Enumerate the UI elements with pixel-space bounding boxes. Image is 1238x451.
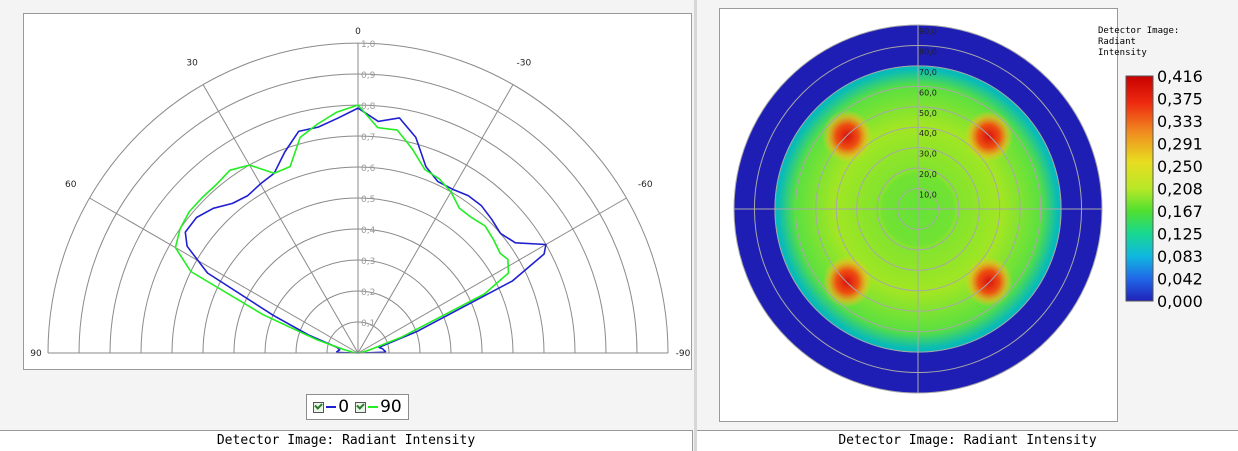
colorbar: 0,416 0,375 0,333 0,291 0,250 0,208 0,167 0,125… — [1125, 70, 1203, 310]
legend-item-90[interactable]: 90 — [355, 397, 402, 417]
colorbar-tick-label: 0,083 — [1157, 247, 1203, 266]
panel-divider[interactable] — [694, 0, 697, 451]
angle-label: 90 — [30, 349, 42, 359]
ring-label: 60,0 — [919, 88, 937, 97]
heatmap-frame: 90,0 80,0 70,0 60,0 50,0 40,0 30,0 20,0 10,0 — [719, 8, 1118, 422]
legend-label-90: 90 — [380, 397, 402, 417]
colorbar-title: Detector Image: Radiant Intensity — [1098, 26, 1180, 58]
angle-label: 30 — [186, 59, 198, 69]
detector-heatmap: 90,0 80,0 70,0 60,0 50,0 40,0 30,0 20,0 10,0 — [733, 24, 1103, 394]
radial-tick-label: 0,9 — [361, 71, 376, 81]
grid-spoke — [89, 197, 359, 354]
legend: 0 90 — [306, 394, 409, 420]
series-line-90 — [174, 104, 510, 354]
radial-tick-label: 0,7 — [361, 133, 375, 143]
checkbox-icon[interactable] — [355, 401, 367, 413]
polar-plot-frame: 0,1 0,2 0,3 0,4 0,5 0,6 0,7 0,8 0,9 1,0 0 30 -30 60 -6… — [23, 13, 692, 370]
angle-label: -30 — [516, 59, 531, 69]
grid-spoke — [357, 84, 514, 354]
legend-item-0[interactable]: 0 — [313, 397, 349, 417]
ring-label: 80,0 — [919, 47, 937, 56]
ring-label: 10,0 — [919, 191, 937, 200]
hotspot-1 — [822, 110, 873, 163]
checkbox-icon[interactable] — [313, 401, 325, 413]
angle-label: -90 — [676, 349, 691, 359]
colorbar-tick-label: 0,125 — [1157, 225, 1203, 244]
radial-tick-label: 0,8 — [361, 102, 376, 112]
polar-plot: 0,1 0,2 0,3 0,4 0,5 0,6 0,7 0,8 0,9 1,00 30 -30 60 -6… — [30, 27, 691, 359]
colorbar-tick-label: 0,416 — [1157, 70, 1203, 86]
ring-label: 40,0 — [919, 129, 937, 138]
series-line-0 — [184, 107, 547, 353]
colorbar-tick-label: 0,167 — [1157, 202, 1203, 221]
right-status-bar: Detector Image: Radiant Intensity — [697, 430, 1238, 451]
radial-tick-label: 0,4 — [361, 226, 376, 236]
colorbar-tick-label: 0,291 — [1157, 135, 1203, 154]
radial-tick-label: 0,2 — [361, 288, 375, 298]
colorbar-tick-label: 0,042 — [1157, 270, 1203, 289]
ring-label: 90,0 — [919, 27, 937, 36]
hotspot-4 — [965, 256, 1013, 307]
colorbar-tick-label: 0,250 — [1157, 157, 1203, 176]
legend-swatch-90 — [368, 406, 379, 408]
left-status-bar: Detector Image: Radiant Intensity — [0, 430, 693, 451]
hotspot-2 — [964, 110, 1014, 162]
left-panel: 0,1 0,2 0,3 0,4 0,5 0,6 0,7 0,8 0,9 1,0 0 30 -30 60 -6… — [0, 0, 694, 451]
angle-label: 0 — [355, 27, 361, 37]
legend-label-0: 0 — [338, 397, 350, 417]
radial-tick-label: 1,0 — [361, 40, 376, 50]
ring-label: 70,0 — [919, 68, 937, 77]
radial-tick-label: 0,6 — [361, 164, 376, 174]
colorbar-tick-label: 0,000 — [1157, 292, 1203, 310]
radial-tick-label: 0,1 — [361, 319, 375, 329]
colorbar-tick-label: 0,375 — [1157, 90, 1203, 109]
ring-label: 20,0 — [919, 170, 937, 179]
hotspot-3 — [822, 256, 872, 308]
grid-spoke — [357, 197, 627, 354]
radial-tick-label: 0,3 — [361, 257, 375, 267]
radial-tick-label: 0,5 — [361, 195, 375, 205]
colorbar-tick-label: 0,208 — [1157, 180, 1203, 199]
grid-spoke — [202, 84, 359, 354]
angle-label: -60 — [638, 180, 653, 190]
ring-label: 50,0 — [919, 109, 937, 118]
legend-swatch-0 — [326, 406, 337, 408]
polar-grid — [47, 42, 669, 354]
angle-label: 60 — [65, 180, 77, 190]
colorbar-tick-label: 0,333 — [1157, 112, 1203, 131]
colorbar-gradient — [1125, 75, 1154, 302]
ring-label: 30,0 — [919, 150, 937, 159]
